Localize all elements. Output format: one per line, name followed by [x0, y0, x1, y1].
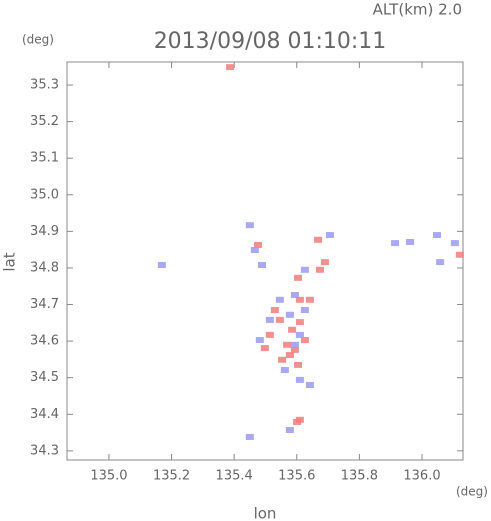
- y-unit: (deg): [22, 33, 54, 47]
- radar-echo: [436, 259, 445, 266]
- radar-echo: [290, 292, 299, 299]
- radar-echo: [285, 311, 294, 318]
- radar-echo: [265, 331, 274, 338]
- radar-echo: [294, 274, 303, 281]
- x-tick-label: 135.2: [153, 469, 190, 484]
- radar-echo: [283, 341, 292, 348]
- radar-echo: [315, 266, 324, 273]
- radar-echo: [305, 382, 314, 389]
- y-tick-label: 34.3: [30, 443, 59, 458]
- y-tick-label: 35.2: [30, 114, 59, 129]
- radar-echo: [285, 427, 294, 434]
- y-tick-label: 35.1: [30, 151, 59, 166]
- radar-echo: [278, 356, 287, 363]
- radar-echo: [285, 352, 294, 359]
- x-tick-label: 135.6: [278, 469, 315, 484]
- radar-echo: [288, 326, 297, 333]
- radar-echo: [270, 307, 279, 314]
- y-tick-label: 34.7: [30, 297, 59, 312]
- y-tick-label: 34.4: [30, 407, 59, 422]
- y-tick-label: 34.5: [30, 370, 59, 385]
- radar-echo: [280, 367, 289, 374]
- x-tick-label: 135.4: [216, 469, 253, 484]
- radar-echo: [433, 232, 442, 239]
- radar-echo: [157, 262, 166, 269]
- radar-echo: [314, 236, 323, 243]
- plot-frame: [66, 61, 464, 461]
- x-tick-label: 135.8: [341, 469, 378, 484]
- radar-echo: [258, 262, 267, 269]
- radar-echo: [290, 346, 299, 353]
- radar-echo: [295, 376, 304, 383]
- radar-echo: [245, 433, 254, 440]
- radar-echo: [455, 251, 464, 258]
- x-axis-label: lon: [254, 505, 277, 521]
- radar-echo: [265, 316, 274, 323]
- radar-echo: [300, 266, 309, 273]
- radar-echo: [391, 240, 400, 247]
- radar-echo: [325, 232, 334, 239]
- radar-echo: [226, 64, 235, 71]
- radar-echo: [294, 361, 303, 368]
- radar-echo: [293, 418, 302, 425]
- x-unit: (deg): [456, 485, 488, 499]
- chart-title: 2013/09/08 01:10:11: [154, 29, 387, 54]
- radar-echo: [295, 296, 304, 303]
- radar-echo: [305, 296, 314, 303]
- radar-echo: [450, 240, 459, 247]
- radar-echo: [290, 341, 299, 348]
- radar-echo: [253, 241, 262, 248]
- y-tick-label: 34.6: [30, 334, 59, 349]
- radar-echo: [406, 238, 415, 245]
- y-tick-label: 35.0: [30, 187, 59, 202]
- radar-echo: [250, 247, 259, 254]
- radar-echo: [275, 316, 284, 323]
- x-tick-label: 136.0: [403, 469, 440, 484]
- chart-subtitle: ALT(km) 2.0: [373, 1, 462, 19]
- y-axis-label: lat: [1, 252, 19, 271]
- y-tick-label: 34.9: [30, 224, 59, 239]
- radar-echo: [255, 337, 264, 344]
- radar-echo: [260, 345, 269, 352]
- radar-echo: [300, 307, 309, 314]
- radar-echo: [295, 319, 304, 326]
- radar-echo: [295, 331, 304, 338]
- radar-echo: [320, 259, 329, 266]
- radar-echo: [275, 296, 284, 303]
- y-tick-label: 35.3: [30, 78, 59, 93]
- x-tick-label: 135.0: [90, 469, 127, 484]
- radar-echo: [300, 337, 309, 344]
- y-tick-label: 34.8: [30, 260, 59, 275]
- radar-echo: [245, 222, 254, 229]
